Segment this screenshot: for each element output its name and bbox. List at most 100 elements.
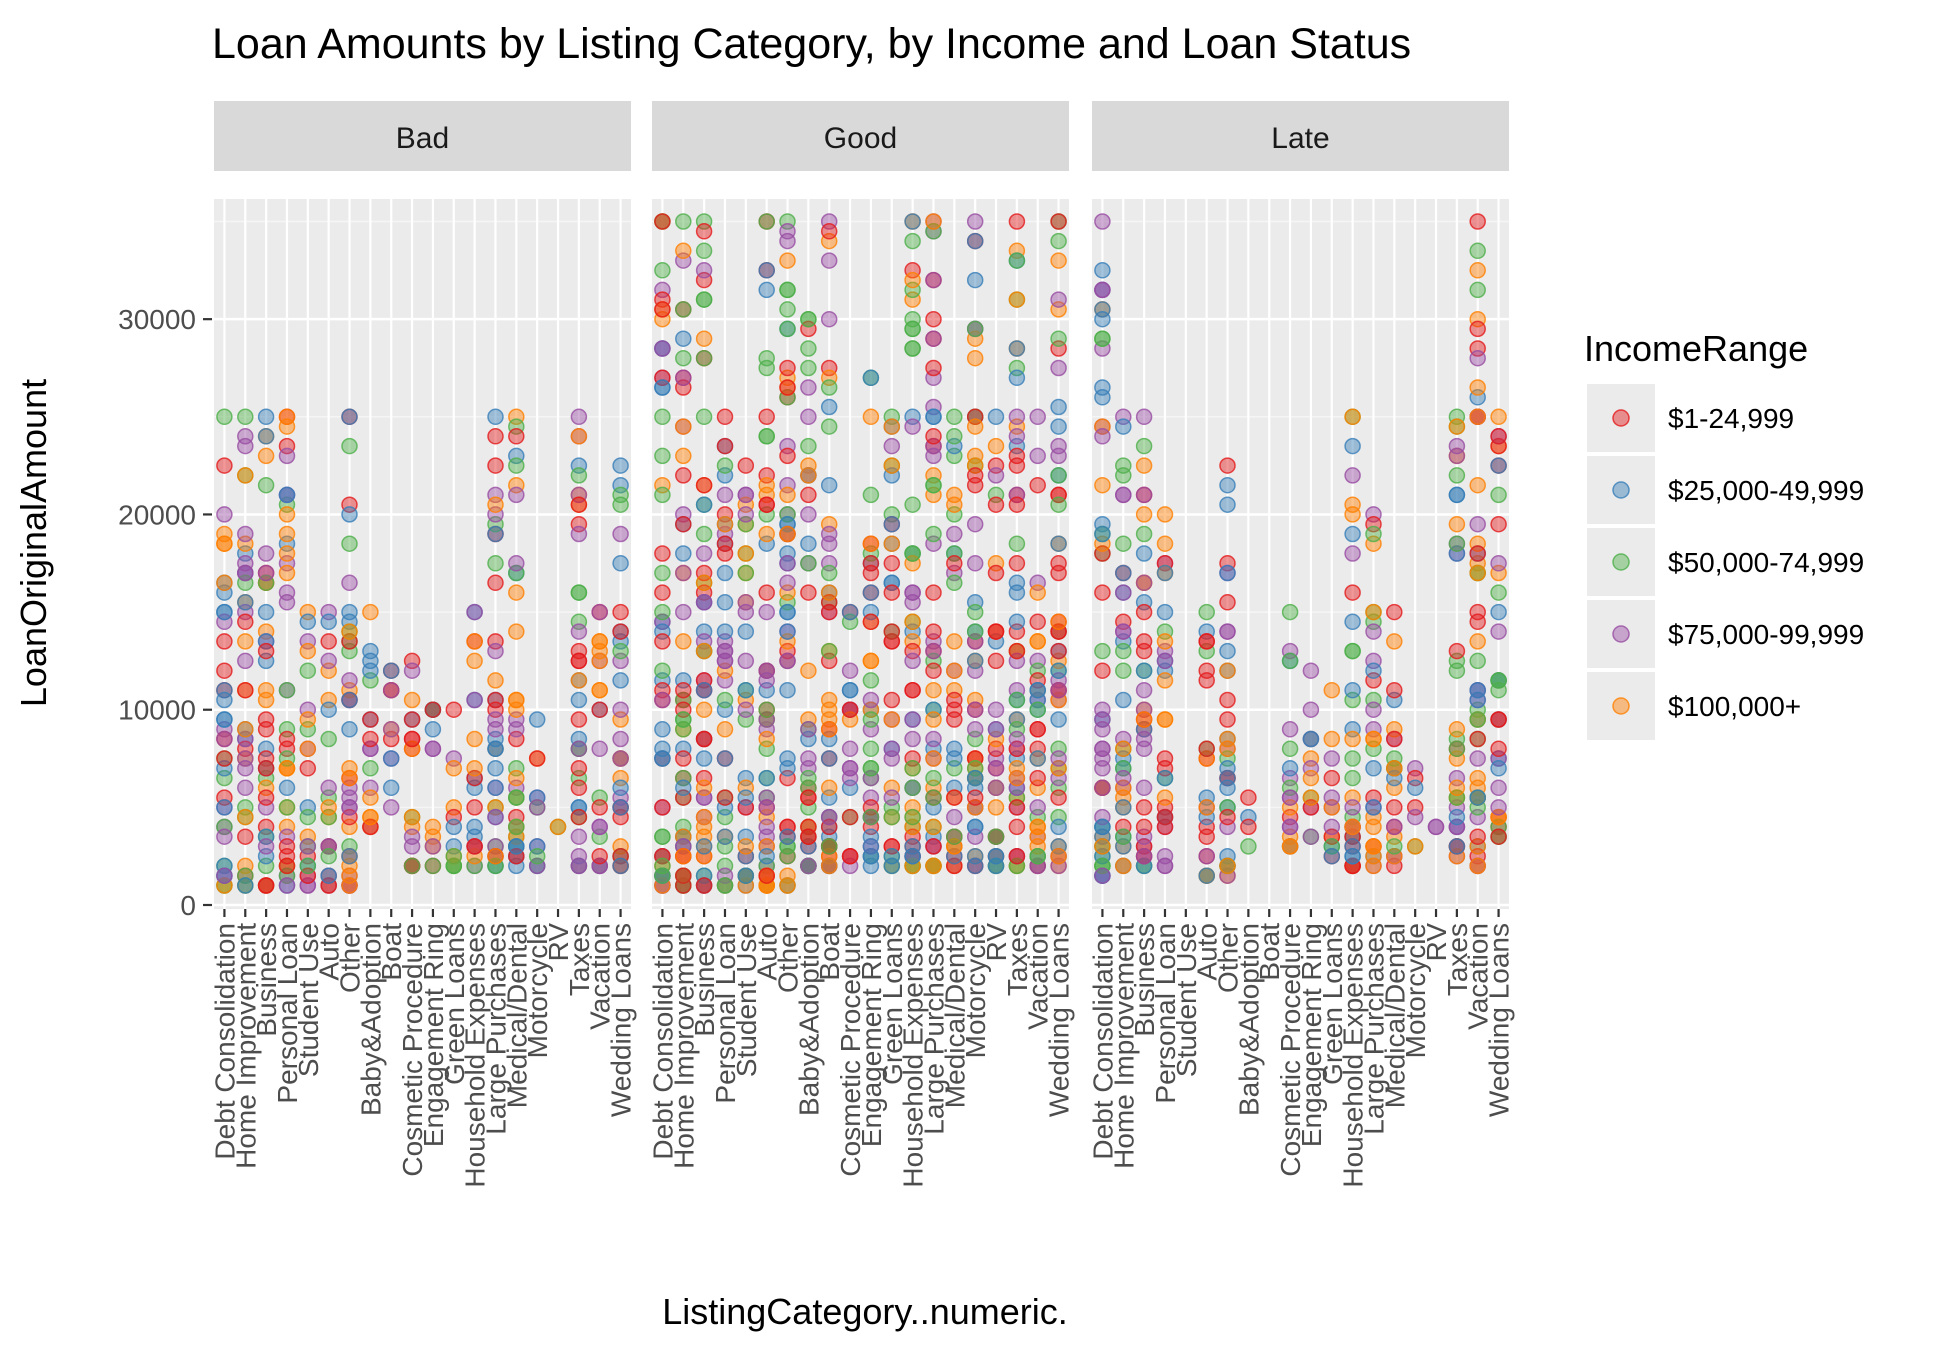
data-point <box>1490 584 1507 601</box>
data-point <box>257 476 275 494</box>
data-point <box>1365 857 1382 875</box>
data-point <box>1094 701 1111 718</box>
data-point <box>278 447 296 465</box>
x-tick-label: Cosmetic Procedure <box>1275 923 1306 1177</box>
data-point <box>820 857 838 875</box>
y-tick-label: 10000 <box>118 695 196 726</box>
data-point <box>716 486 734 504</box>
data-point <box>779 320 796 338</box>
data-point <box>675 750 692 767</box>
legend-key-background <box>1587 456 1655 524</box>
data-point <box>987 437 1005 455</box>
data-point <box>779 847 796 865</box>
data-point <box>1115 642 1132 660</box>
data-point <box>1469 633 1486 650</box>
data-point <box>278 564 296 582</box>
data-point <box>675 681 692 699</box>
data-point <box>925 584 942 601</box>
data-point <box>758 213 775 230</box>
y-tick-label: 0 <box>180 890 196 921</box>
data-point <box>841 740 859 758</box>
data-point <box>758 769 775 787</box>
data-point <box>966 789 984 806</box>
data-point <box>341 574 358 592</box>
data-point <box>779 447 796 465</box>
data-point <box>237 437 254 455</box>
data-point <box>675 349 692 367</box>
points-good <box>654 213 1067 894</box>
data-point <box>862 838 880 855</box>
data-point <box>758 262 775 279</box>
data-point <box>1365 760 1382 777</box>
data-point <box>1344 730 1361 748</box>
data-point <box>1050 818 1067 836</box>
data-point <box>1219 642 1236 660</box>
data-point <box>925 525 942 543</box>
data-point <box>237 779 254 797</box>
data-point <box>1344 769 1361 787</box>
data-point <box>216 457 233 474</box>
data-point <box>487 672 504 689</box>
x-tick-label: RV <box>543 923 574 962</box>
data-point <box>299 808 317 826</box>
x-tick-label: Other <box>773 923 804 993</box>
data-point <box>737 564 755 582</box>
data-point <box>1135 779 1153 797</box>
data-point <box>737 457 755 474</box>
data-point <box>695 877 713 894</box>
data-point <box>987 701 1005 718</box>
legend-key-swatch <box>1612 625 1630 643</box>
data-point <box>341 623 358 640</box>
data-point <box>966 652 984 670</box>
data-point <box>466 691 483 709</box>
data-point <box>320 730 337 748</box>
data-point <box>883 857 901 875</box>
data-point <box>1490 603 1507 621</box>
data-point <box>1281 838 1299 855</box>
data-point <box>508 721 525 738</box>
data-point <box>1469 408 1486 426</box>
data-point <box>758 672 775 689</box>
data-point <box>675 545 692 562</box>
data-point <box>1490 799 1507 816</box>
data-point <box>925 310 942 328</box>
data-point <box>1469 564 1486 582</box>
data-point <box>1094 740 1111 758</box>
data-point <box>904 213 921 230</box>
data-point <box>841 662 859 679</box>
x-axis-label: ListingCategory..numeric. <box>662 1291 1068 1332</box>
data-point <box>216 750 233 767</box>
data-point <box>1029 408 1046 426</box>
data-point <box>987 467 1005 484</box>
data-point <box>508 486 525 504</box>
data-point <box>904 271 921 289</box>
data-point <box>382 799 400 816</box>
data-point <box>570 642 588 660</box>
data-point <box>779 652 796 670</box>
data-point <box>1094 330 1111 347</box>
data-point <box>716 545 734 562</box>
x-tick-label: Student Use <box>293 923 324 1077</box>
data-point <box>341 672 358 689</box>
data-point <box>1365 623 1382 640</box>
data-point <box>1115 418 1132 435</box>
data-point <box>800 486 817 504</box>
data-point <box>362 711 379 728</box>
data-point <box>508 584 525 601</box>
data-point <box>382 681 400 699</box>
data-point <box>1050 681 1067 699</box>
data-point <box>341 603 358 621</box>
data-point <box>966 701 984 718</box>
data-point <box>612 603 629 621</box>
facet-strip-label: Good <box>824 122 897 155</box>
data-point <box>487 847 504 865</box>
data-point <box>1156 711 1174 728</box>
data-point <box>1156 857 1174 875</box>
data-point <box>1050 418 1067 435</box>
data-point <box>1094 867 1111 884</box>
data-point <box>1115 662 1132 679</box>
data-point <box>237 525 254 543</box>
x-tick-label: Taxes <box>564 923 595 996</box>
